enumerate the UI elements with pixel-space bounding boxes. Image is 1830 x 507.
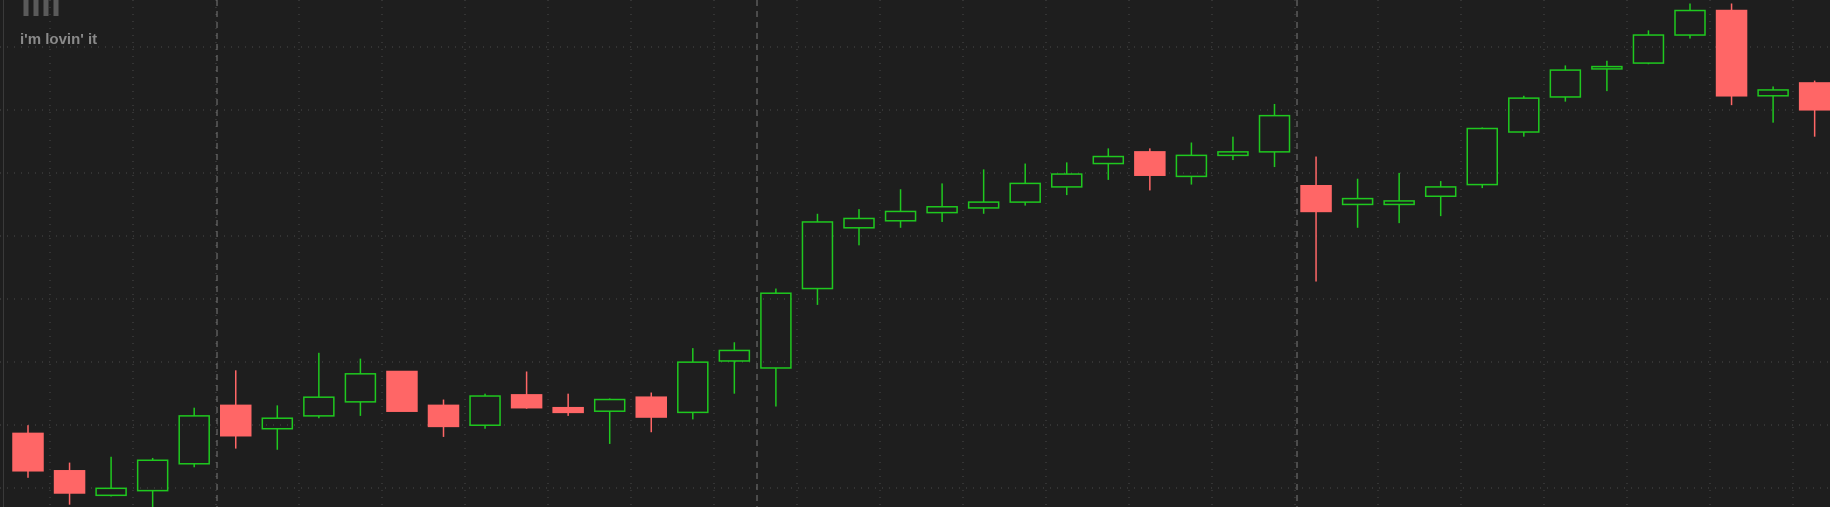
up-candle-body (1383, 200, 1415, 206)
down-candle-body (220, 404, 252, 437)
logo-arches (23, 0, 59, 16)
up-candle-body (261, 417, 294, 430)
up-candle-body (1424, 186, 1457, 198)
up-candle-body (95, 487, 127, 497)
candles (12, 3, 1830, 507)
down-candle-body (386, 370, 418, 412)
down-candle-body (635, 396, 667, 418)
logo-text: i'm lovin' it (20, 31, 97, 48)
up-candle-body (1092, 155, 1125, 165)
up-candle-body (1466, 127, 1498, 186)
down-candle-body (1798, 82, 1830, 111)
up-candle-body (469, 395, 501, 426)
up-candle-body (926, 206, 958, 214)
down-candle-body (552, 406, 584, 414)
down-candle-body (510, 394, 543, 409)
down-candle-body (53, 470, 86, 494)
logo: i'm lovin' it (20, 0, 97, 48)
up-candle-body (1508, 97, 1540, 133)
up-candle-body (1258, 114, 1291, 153)
down-candle-body (12, 432, 44, 472)
up-candle-body (1217, 151, 1249, 157)
down-candle-body (1134, 151, 1166, 176)
up-candle-body (677, 361, 709, 414)
up-candle-body (178, 415, 210, 465)
up-candle-body (1674, 9, 1706, 36)
up-candle-body (718, 349, 751, 362)
up-candle-body (801, 221, 834, 290)
up-candle-body (1009, 182, 1041, 203)
up-candle-body (1175, 154, 1208, 178)
up-candle-body (303, 396, 335, 417)
up-candle-body (136, 459, 169, 492)
up-candle-body (1757, 89, 1789, 97)
up-candle-body (760, 292, 792, 369)
down-candle-body (427, 404, 460, 428)
down-candle-body (1300, 184, 1332, 213)
up-candle-body (1341, 197, 1374, 206)
up-candle-body (344, 373, 377, 403)
up-candle-body (967, 201, 1000, 209)
up-candle-body (593, 398, 626, 412)
up-candle-body (843, 217, 875, 229)
up-candle-body (1549, 69, 1582, 98)
up-candle-body (1632, 34, 1665, 64)
up-candle-body (1051, 173, 1083, 188)
down-candle-body (1715, 9, 1748, 97)
up-candle-body (884, 210, 917, 222)
up-candle-body (1591, 65, 1623, 70)
